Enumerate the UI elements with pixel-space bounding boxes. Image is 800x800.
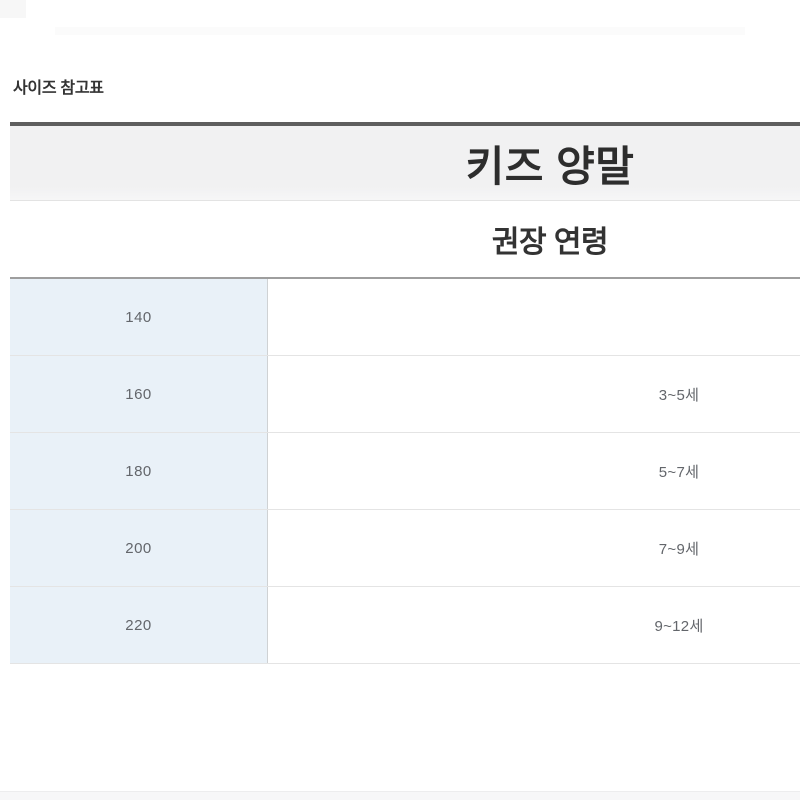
table-row: 160 3~5세	[10, 356, 800, 433]
size-cell: 200	[10, 510, 268, 586]
size-table: 140 160 3~5세 180 5~7세 200 7~9세 220 9~12세	[10, 277, 800, 664]
age-cell: 7~9세	[268, 510, 800, 586]
column-header-row: 권장 연령	[10, 201, 800, 277]
page-title: 사이즈 참고표	[13, 80, 104, 97]
table-row: 180 5~7세	[10, 433, 800, 510]
category-header-band: 키즈 양말	[10, 122, 800, 201]
cropped-content-artifact-top-row	[55, 27, 745, 35]
age-cell	[268, 279, 800, 355]
cropped-content-artifact-top-left	[0, 0, 26, 18]
size-cell: 180	[10, 433, 268, 509]
table-row: 140	[10, 279, 800, 356]
table-row: 220 9~12세	[10, 587, 800, 664]
size-chart: 키즈 양말 권장 연령 140 160 3~5세 180 5~7세 200 7~…	[10, 122, 800, 664]
category-header-label: 키즈 양말	[465, 142, 635, 190]
size-cell: 160	[10, 356, 268, 432]
size-cell: 220	[10, 587, 268, 663]
age-cell: 3~5세	[268, 356, 800, 432]
age-cell: 9~12세	[268, 587, 800, 663]
cropped-next-section-strip	[0, 791, 800, 800]
age-cell: 5~7세	[268, 433, 800, 509]
table-row: 200 7~9세	[10, 510, 800, 587]
column-header-label: 권장 연령	[491, 226, 609, 259]
size-cell: 140	[10, 279, 268, 355]
